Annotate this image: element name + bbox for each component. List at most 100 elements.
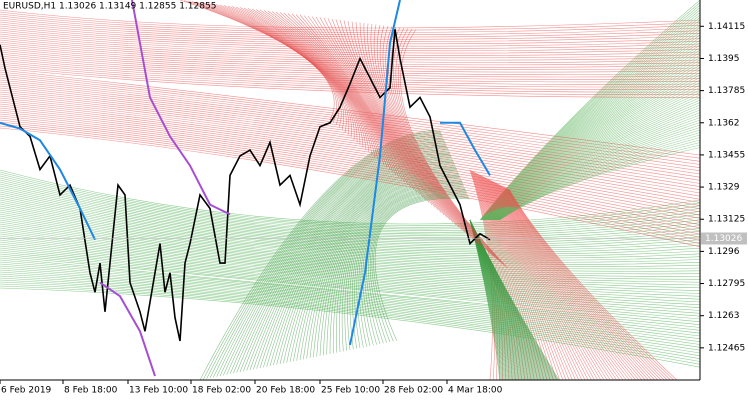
fan-line [339, 19, 451, 221]
fan-line [206, 132, 442, 379]
x-tick-label: 25 Feb 10:00 [321, 386, 380, 396]
fan-line [0, 181, 701, 235]
fan-line [199, 2, 347, 133]
fan-line [502, 186, 646, 381]
fan-line [484, 177, 560, 381]
fan-line [0, 61, 701, 90]
x-tick-label: 4 Mar 18:00 [448, 386, 503, 396]
fan-line [360, 188, 466, 347]
fan-line [496, 122, 701, 221]
fan-line [0, 49, 701, 75]
fan-line [209, 133, 442, 379]
fan-line [213, 134, 443, 378]
fan-line [498, 184, 627, 381]
fan-line [0, 9, 701, 29]
y-tick-label: 1.14115 [708, 22, 745, 32]
series-line [0, 0, 491, 346]
fan-line [496, 124, 701, 221]
fan-line [0, 71, 701, 159]
fan-line [0, 247, 701, 311]
fan-line [400, 29, 508, 268]
fan-line [0, 43, 701, 68]
fan-line [303, 15, 424, 198]
fan-line [0, 267, 701, 340]
last-price-label: 1.13026 [705, 234, 742, 244]
fan-line [469, 219, 560, 381]
fan-line [393, 27, 499, 261]
fan-line [226, 139, 445, 375]
fan-line [0, 245, 701, 308]
fan-line [0, 41, 701, 66]
fan-line [229, 140, 445, 375]
fan-line [0, 185, 701, 238]
fan-line [501, 185, 643, 381]
fan-line [0, 193, 701, 245]
fan-line [0, 97, 701, 200]
fan-line [0, 35, 701, 59]
fan-line [371, 195, 469, 343]
fan-line [255, 9, 388, 168]
fan-line [363, 22, 469, 236]
x-tick-label: 13 Feb 10:00 [129, 386, 188, 396]
fan-line [367, 23, 472, 238]
fan-line [497, 183, 621, 381]
fan-line [487, 178, 573, 381]
fan-line [0, 17, 701, 38]
x-tick-label: 20 Feb 18:00 [256, 386, 315, 396]
fan-line [501, 185, 640, 381]
fan-line [239, 7, 376, 158]
fan-line [0, 283, 701, 362]
fan-line [497, 183, 624, 381]
y-tick-label: 1.1263 [708, 311, 740, 321]
fan-line [0, 69, 701, 156]
fan-line [0, 21, 701, 42]
fan-line [203, 130, 441, 380]
fan-line [0, 203, 701, 255]
fan-line [498, 139, 701, 221]
fan-line [0, 123, 701, 241]
fan-line [0, 45, 701, 70]
fan-line [0, 101, 701, 206]
fan-line [497, 132, 701, 221]
fan-line [0, 235, 701, 294]
fan-line [473, 171, 507, 381]
fan-line [491, 180, 592, 381]
fan-line [373, 24, 478, 243]
fan-line [0, 103, 701, 210]
fan-line [0, 81, 701, 175]
fan-line [364, 191, 467, 345]
fan-line [477, 173, 529, 381]
fan-line [373, 196, 470, 342]
x-tick-label: 18 Feb 02:00 [192, 386, 251, 396]
fan-line [509, 189, 678, 381]
fan-line [0, 169, 701, 225]
fan-line [504, 187, 655, 381]
fan-line [0, 171, 701, 226]
fan-line [0, 57, 701, 85]
fan-line [498, 142, 701, 221]
fan-line [0, 79, 701, 172]
fan-line [0, 197, 701, 249]
y-tick-label: 1.1362 [708, 118, 740, 128]
fan-line [496, 127, 701, 221]
fan-line [335, 19, 448, 218]
fan-line [287, 13, 412, 188]
fan-line [0, 109, 701, 219]
y-tick-label: 1.12465 [708, 343, 745, 353]
fan-line [0, 175, 701, 230]
fan-line [0, 85, 701, 181]
last-price-tag [701, 232, 747, 245]
fan-line [0, 287, 701, 368]
fan-line [368, 193, 468, 344]
fan-line [385, 26, 490, 253]
y-tick-label: 1.1329 [708, 183, 740, 193]
fan-line [0, 11, 701, 31]
fan-line [0, 105, 701, 213]
fan-line [299, 14, 421, 196]
fan-line [0, 215, 701, 267]
fan-line [0, 209, 701, 261]
fan-line [489, 179, 586, 381]
fan-line [0, 221, 701, 275]
fan-line [0, 75, 701, 165]
